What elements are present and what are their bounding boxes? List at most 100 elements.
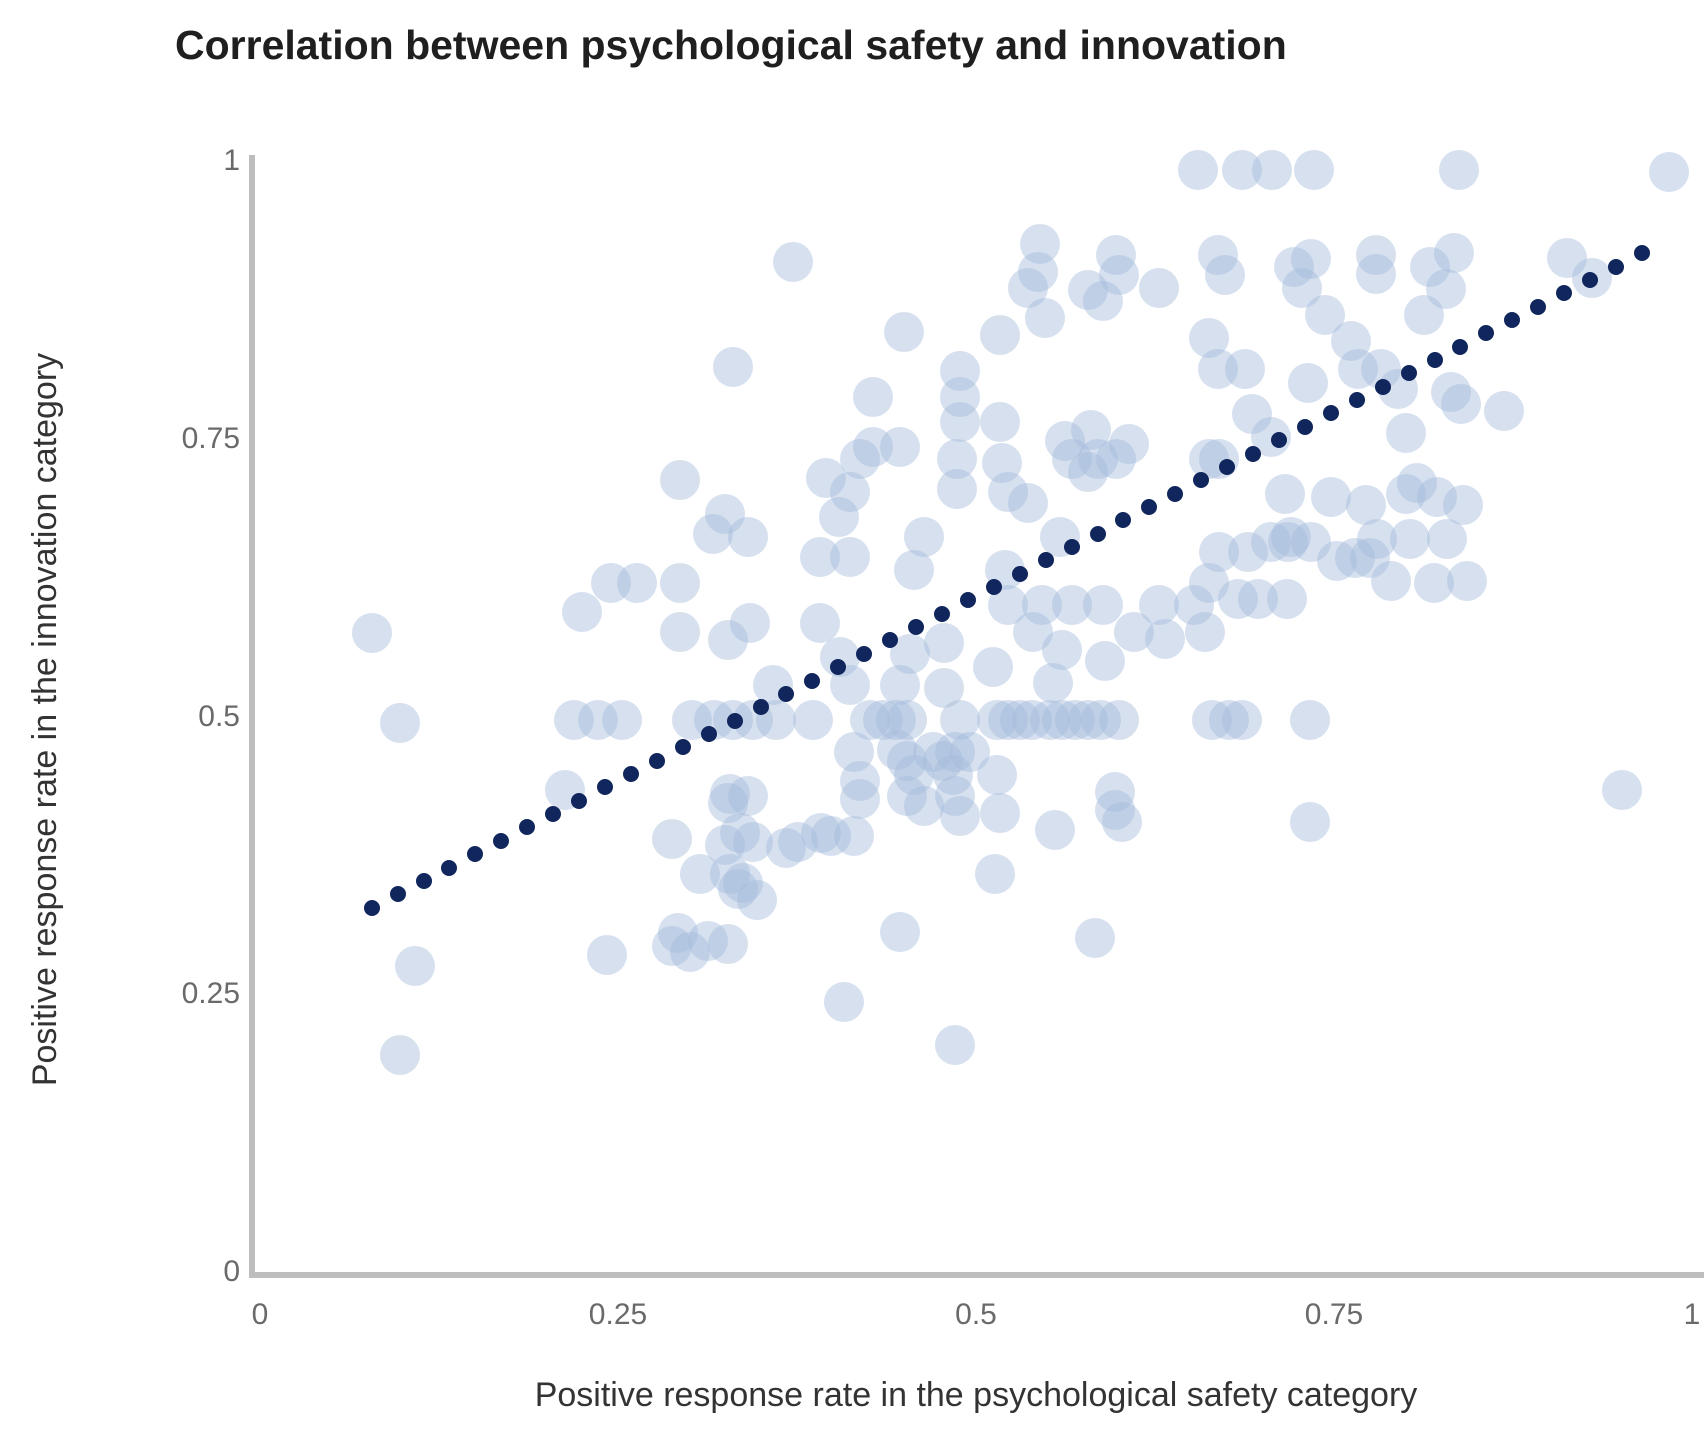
scatter-point [1185,612,1226,653]
scatter-point [1021,585,1062,626]
scatter-point [1109,424,1150,465]
scatter-point [718,868,759,909]
scatter-point [1447,560,1488,601]
scatter-point [805,457,846,498]
scatter-point [1291,238,1332,279]
scatter-point [1331,320,1372,361]
scatter-point [887,699,928,740]
scatter-point [980,793,1021,834]
scatter-point [913,732,954,773]
scatter-point [1041,699,1082,740]
scatter-point [840,760,880,801]
scatter-point [1371,560,1412,601]
scatter-point [1356,518,1397,559]
scatter-point [1017,252,1058,293]
scatter-point [380,703,421,744]
scatter-point [1349,537,1390,578]
scatter-point [852,426,893,467]
scatter-point [937,468,978,509]
trendline-dot [674,739,691,756]
scatter-point [708,619,749,660]
scatter-point [977,755,1018,796]
scatter-point [904,516,945,557]
scatter-point [1077,438,1118,479]
scatter-point [1011,699,1052,740]
trendline-dot [1504,311,1521,328]
scatter-point [1084,640,1125,681]
scatter-point [940,699,981,740]
trendline-dot [1037,552,1054,569]
scatter-point [1265,474,1306,515]
scatter-point [729,603,770,644]
trendline-dot [1245,445,1262,462]
scatter-point [1051,438,1092,479]
scatter-point [658,913,699,954]
scatter-point [980,315,1021,356]
scatter-point [933,755,974,796]
trendline-dot [830,659,847,676]
scatter-point [586,935,627,976]
x-tick-label: 0.5 [955,1298,997,1331]
trendline-dot [1607,258,1624,275]
trendline-dot [1322,405,1339,422]
scatter-point [1192,699,1233,740]
scatter-point [1291,522,1332,563]
scatter-point [1083,280,1124,321]
scatter-point [950,732,991,773]
trendline-dot [415,872,432,889]
trendline-dot [571,792,588,809]
scatter-point [940,350,981,391]
scatter-point [1094,789,1135,830]
scatter-point [1438,149,1479,190]
scatter-point [940,402,981,443]
scatter-point [1070,409,1111,450]
trendline-dot [1374,378,1391,395]
y-tick-label: 1 [223,144,240,177]
scatter-point [1209,699,1250,740]
scatter-point [875,699,916,740]
scatter-point [1020,224,1061,265]
scatter-point [1228,532,1269,573]
scatter-point [977,699,1018,740]
scatter-point [669,932,710,973]
scatter-point [659,459,700,500]
trendline-dot [389,886,406,903]
scatter-point [884,312,925,353]
scatter-point [973,646,1014,687]
scatter-point [1311,476,1352,517]
scatter-point [1067,452,1108,493]
scatter-point [829,536,870,577]
trendline-dot [1452,338,1469,355]
scatter-point [1404,295,1445,336]
trendline-dot [493,832,510,849]
scatter-point [894,549,935,590]
scatter-point [850,699,891,740]
scatter-point [934,776,975,817]
scatter-point [1305,295,1346,336]
scatter-point [937,438,978,479]
scatter-point [877,729,918,770]
scatter-point [887,740,928,781]
scatter-point [1316,540,1357,581]
scatter-point [799,536,840,577]
x-tick-label: 0.75 [1304,1298,1364,1331]
trendline-dot [1167,485,1184,502]
scatter-point [1139,267,1180,308]
trendline-dot [1270,432,1287,449]
scatter-point [1434,233,1475,274]
scatter-point [1173,585,1214,626]
scatter-point [708,924,749,965]
scatter-point [1096,438,1137,479]
scatter-point [616,563,657,604]
scatter-point [987,472,1028,513]
scatter-point [834,816,875,857]
y-tick-label: 0.25 [181,977,240,1011]
trendline-dot [1011,565,1028,582]
scatter-point [1442,485,1483,526]
trendline-dot [467,846,484,863]
y-tick-label: 0.5 [198,699,240,733]
scatter-point [719,813,760,854]
x-tick-label: 0 [251,1298,269,1331]
scatter-point [1198,348,1238,389]
